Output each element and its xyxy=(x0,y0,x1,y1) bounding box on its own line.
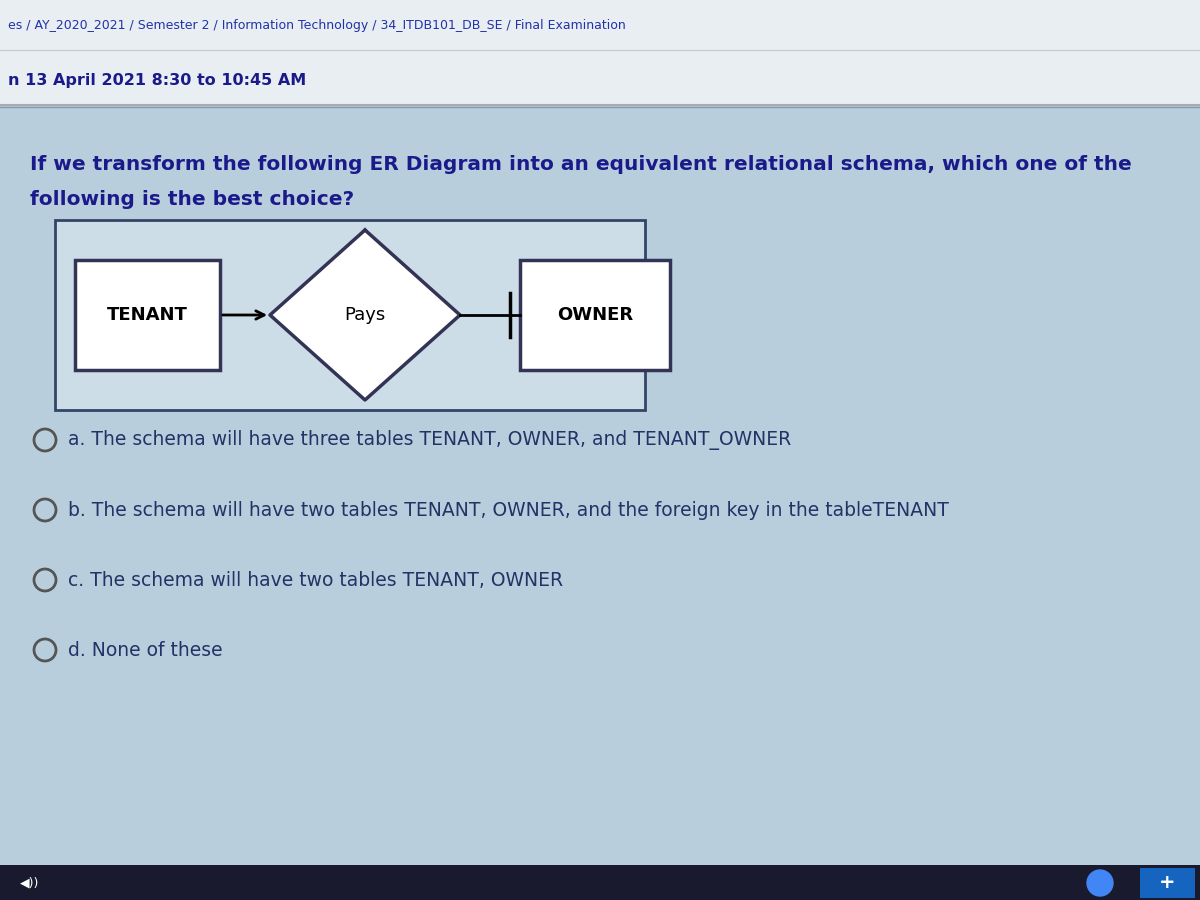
Text: If we transform the following ER Diagram into an equivalent relational schema, w: If we transform the following ER Diagram… xyxy=(30,155,1132,174)
Text: a. The schema will have three tables TENANT, OWNER, and TENANT_OWNER: a. The schema will have three tables TEN… xyxy=(68,430,791,450)
Polygon shape xyxy=(270,230,460,400)
Text: n 13 April 2021 8:30 to 10:45 AM: n 13 April 2021 8:30 to 10:45 AM xyxy=(8,73,306,87)
Bar xyxy=(0,0,1200,105)
Text: OWNER: OWNER xyxy=(557,306,634,324)
Text: following is the best choice?: following is the best choice? xyxy=(30,190,354,209)
Text: d. None of these: d. None of these xyxy=(68,641,223,660)
Text: TENANT: TENANT xyxy=(107,306,188,324)
Text: Pays: Pays xyxy=(344,306,385,324)
Bar xyxy=(1140,868,1195,898)
Bar xyxy=(0,865,1200,900)
Bar xyxy=(55,220,646,410)
Bar xyxy=(520,260,670,370)
Text: +: + xyxy=(1159,874,1175,893)
Text: es / AY_2020_2021 / Semester 2 / Information Technology / 34_ITDB101_DB_SE / Fin: es / AY_2020_2021 / Semester 2 / Informa… xyxy=(8,19,625,32)
Text: ◀)): ◀)) xyxy=(20,877,40,889)
Text: c. The schema will have two tables TENANT, OWNER: c. The schema will have two tables TENAN… xyxy=(68,571,563,590)
Text: b. The schema will have two tables TENANT, OWNER, and the foreign key in the tab: b. The schema will have two tables TENAN… xyxy=(68,500,949,519)
Circle shape xyxy=(1087,870,1114,896)
Bar xyxy=(74,260,220,370)
